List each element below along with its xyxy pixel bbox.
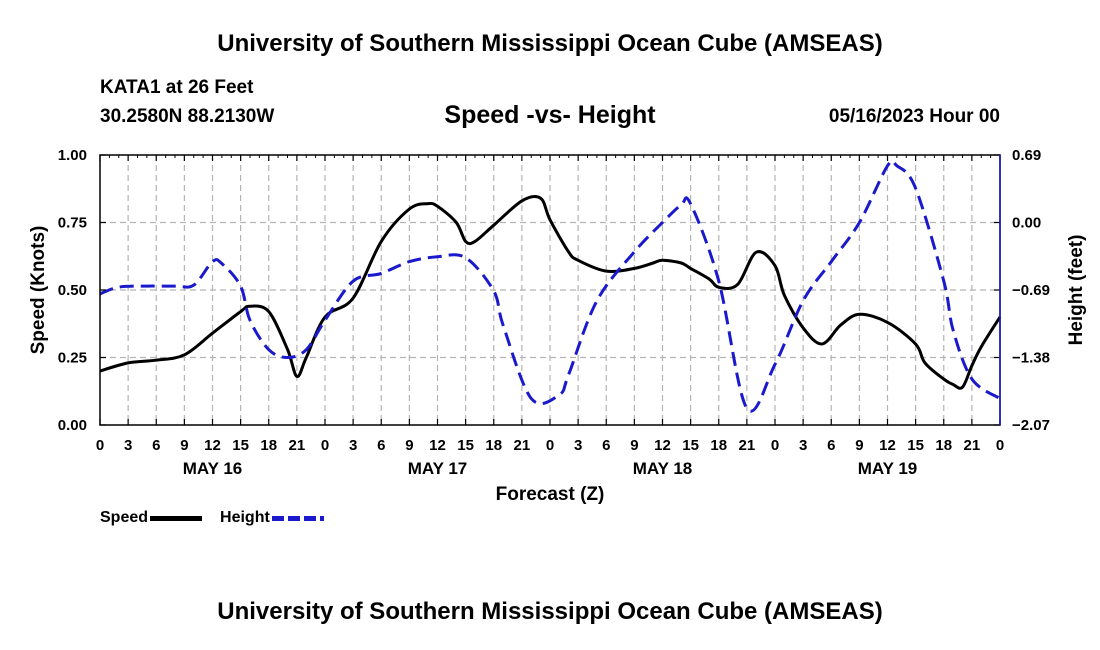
x-tick-label: 12 [879,437,896,454]
x-tick-label: 6 [827,437,835,454]
legend-height-label: Height [220,509,270,526]
coordinates-label: 30.2580N 88.2130W [100,106,275,127]
x-tick-label: 6 [377,437,385,454]
x-axis-label: Forecast (Z) [496,484,605,505]
day-label: MAY 18 [633,459,693,478]
series-layer [99,159,1002,413]
y2-tick-label: −2.07 [1012,417,1050,434]
legend: Speed Height [100,509,342,527]
x-tick-label: 0 [996,437,1004,454]
grid [100,155,1000,425]
y2-tick-label: 0.00 [1012,215,1041,232]
x-tick-label: 21 [964,437,981,454]
x-tick-label: 18 [485,437,502,454]
x-tick-label: 0 [321,437,329,454]
x-tick-label: 9 [630,437,638,454]
y-tick-label: 0.50 [58,282,87,299]
y-tick-label: 0.00 [58,417,87,434]
day-label: MAY 17 [408,459,468,478]
x-tick-label: 15 [907,437,924,454]
forecast-date: 05/16/2023 Hour 00 [828,106,1000,127]
x-tick-label: 0 [96,437,104,454]
y2-tick-label: 0.69 [1012,147,1041,164]
y2-axis-label: Height (feet) [1066,235,1087,346]
legend-speed-swatch [150,515,203,521]
x-tick-label: 3 [799,437,807,454]
station-label: KATA1 at 26 Feet [100,77,254,98]
footer-title: University of Southern Mississippi Ocean… [217,598,883,625]
x-tick-label: 21 [514,437,531,454]
x-tick-label: 21 [739,437,756,454]
y2-tick-label: −1.38 [1012,350,1050,367]
x-tick-label: 15 [682,437,699,454]
x-tick-label: 9 [180,437,188,454]
page-title: University of Southern Mississippi Ocean… [217,30,883,57]
x-tick-label: 3 [574,437,582,454]
legend-height-swatch [271,515,324,521]
x-tick-label: 6 [152,437,160,454]
x-tick-label: 0 [771,437,779,454]
height-series-line [99,159,1001,413]
y-tick-label: 1.00 [58,147,87,164]
legend-speed-label: Speed [100,509,149,526]
day-label: MAY 16 [183,459,243,478]
x-tick-label: 3 [349,437,357,454]
x-tick-label: 9 [855,437,863,454]
x-tick-label: 12 [429,437,446,454]
y-tick-label: 0.75 [58,215,87,232]
x-tick-label: 15 [457,437,474,454]
x-tick-label: 18 [935,437,952,454]
plot-title: Speed -vs- Height [444,101,656,129]
x-tick-label: 3 [124,437,132,454]
day-label: MAY 19 [858,459,918,478]
x-tick-label: 6 [602,437,610,454]
speed-series-line [99,195,1002,390]
axes: 0 3 6 9 12 15 18 21 0 3 6 9 12 15 18 21 0 3 6 9 12 15 18 21 0 3 6 9… [58,147,1050,478]
x-tick-label: 0 [546,437,554,454]
x-tick-label: 21 [289,437,306,454]
y-tick-label: 0.25 [58,350,87,367]
y-axis-label: Speed (Knots) [28,226,49,355]
x-tick-label: 15 [232,437,249,454]
x-tick-label: 18 [710,437,727,454]
x-tick-label: 9 [405,437,413,454]
x-tick-label: 12 [204,437,221,454]
x-tick-label: 12 [654,437,671,454]
x-tick-label: 18 [260,437,277,454]
y2-tick-label: −0.69 [1012,282,1050,299]
